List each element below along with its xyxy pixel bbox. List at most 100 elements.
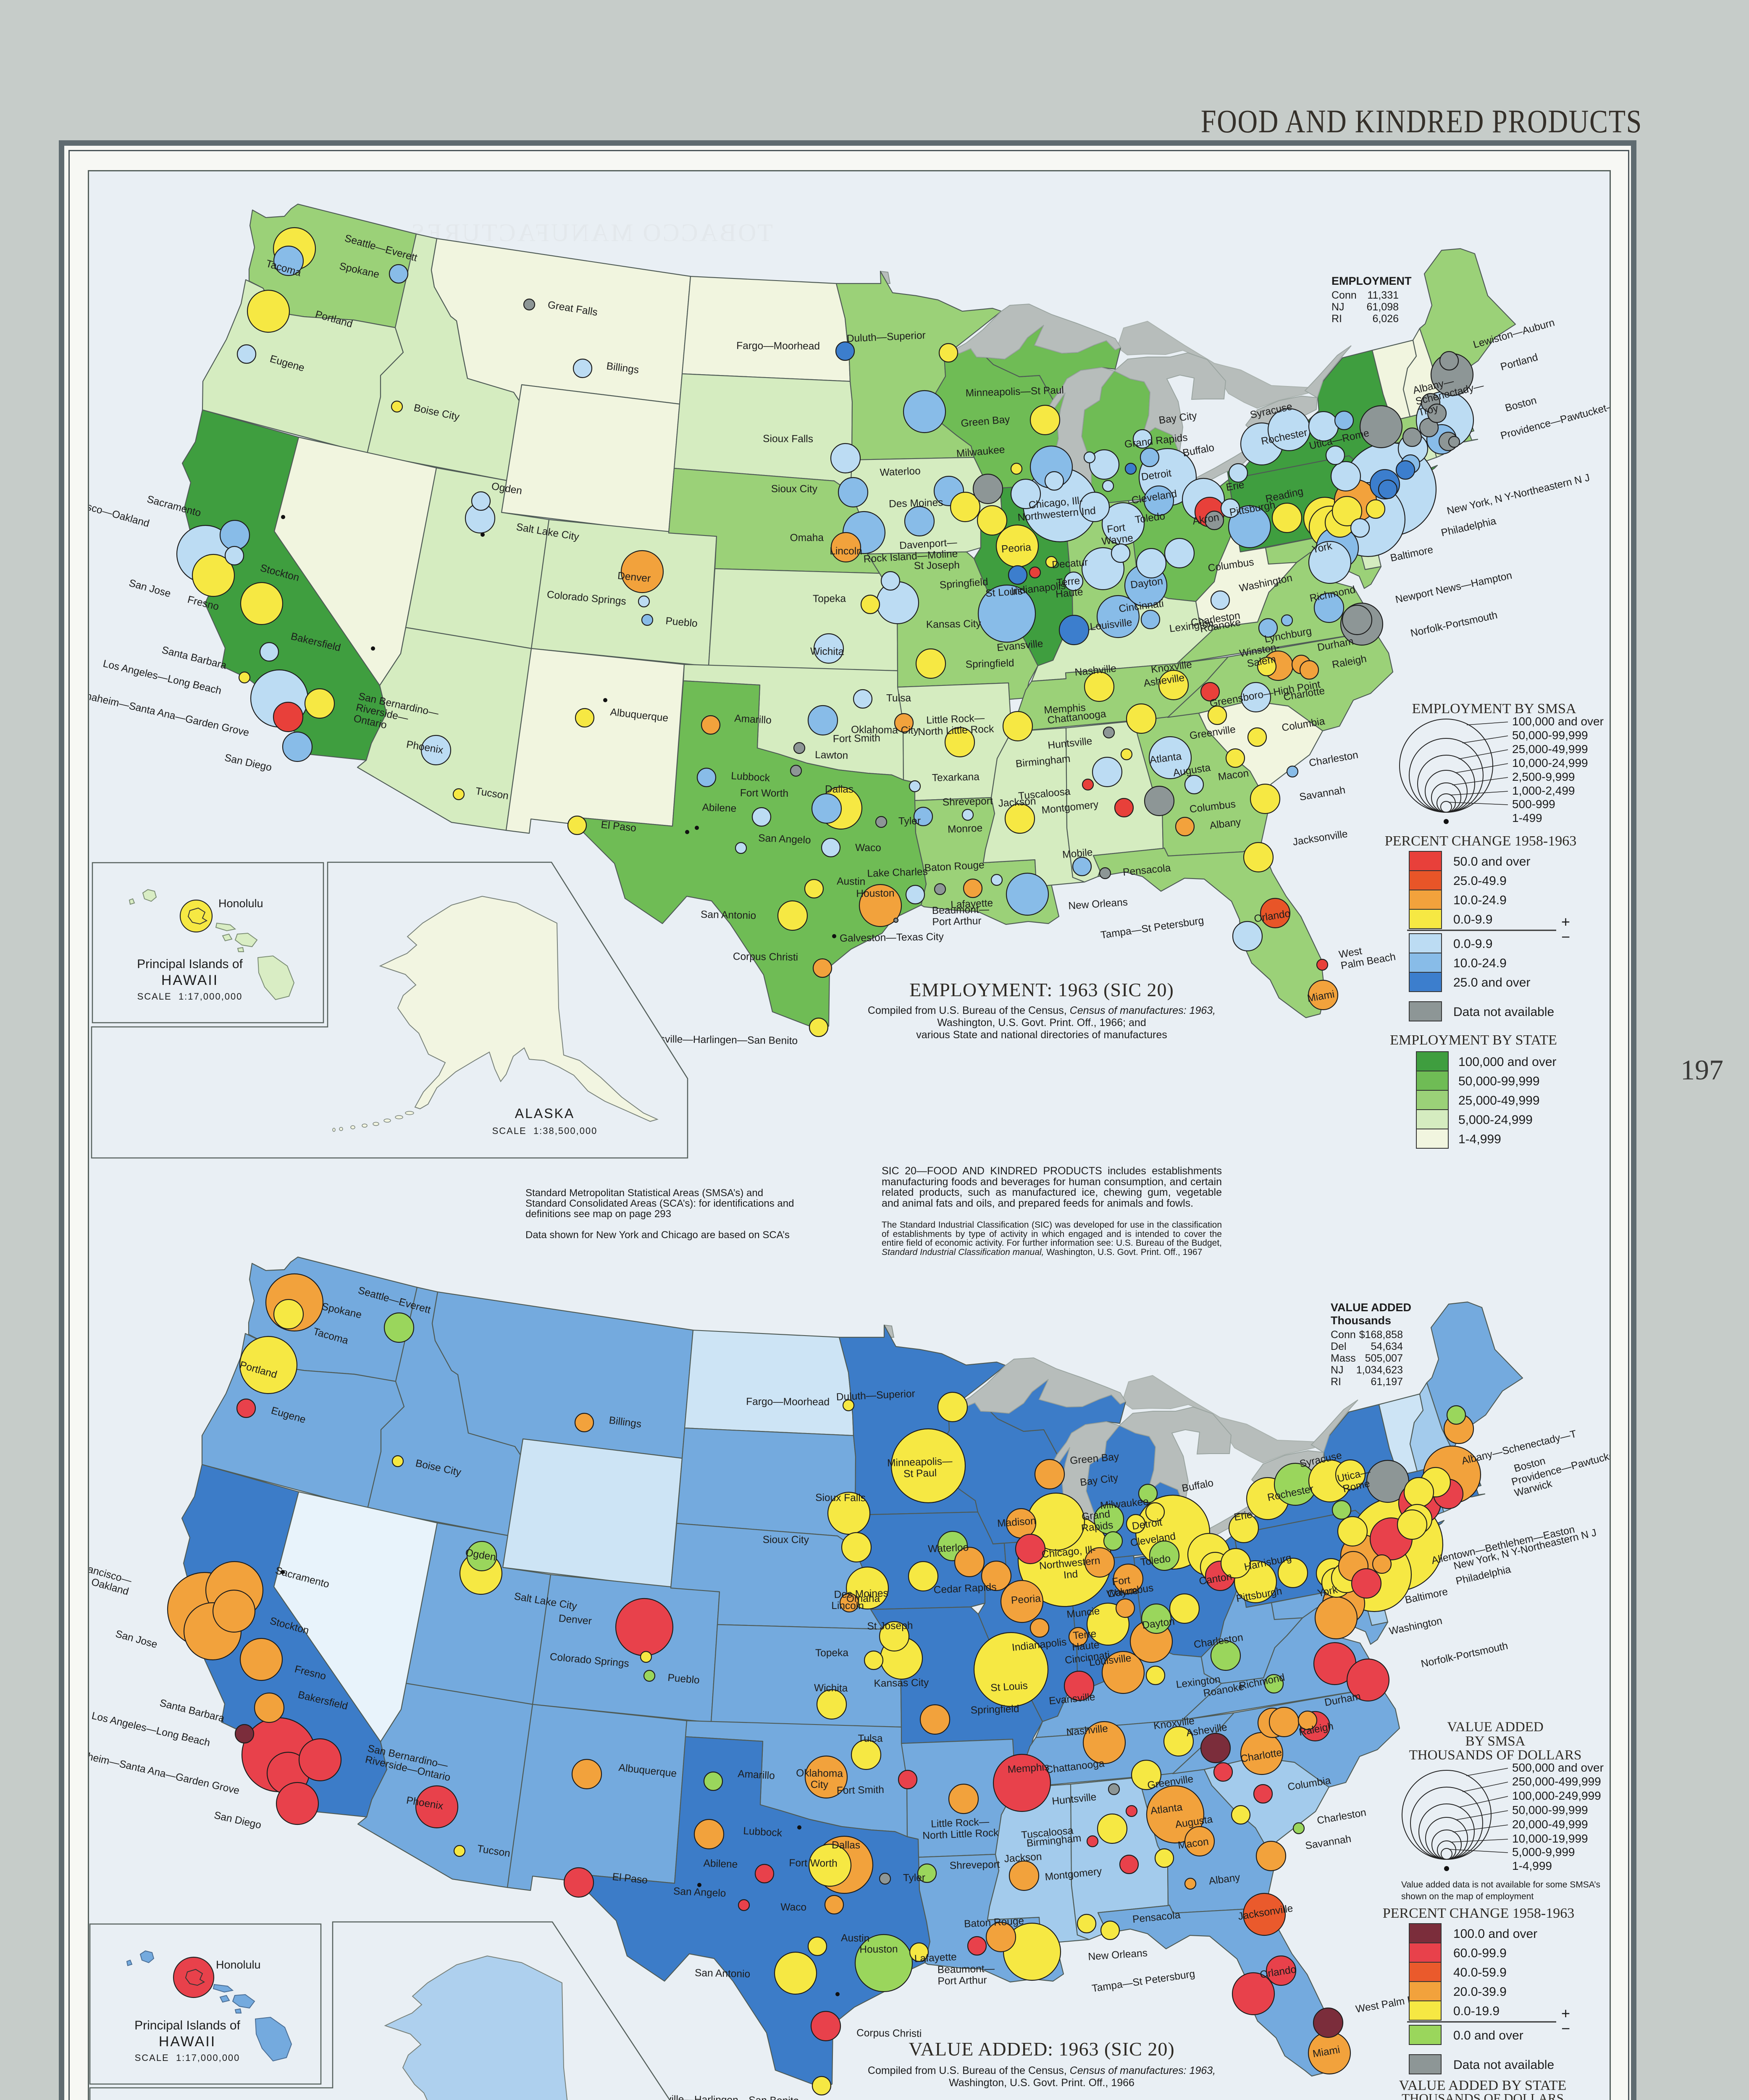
svg-text:Little Rock—North Little Rock: Little Rock—North Little Rock [922,1816,999,1842]
svg-text:Decatur: Decatur [1051,556,1088,571]
svg-text:Boston: Boston [1504,395,1538,414]
svg-text:Principal Islands of: Principal Islands of [137,957,243,971]
svg-text:1-4,999: 1-4,999 [1512,1859,1552,1872]
svg-text:Norfolk-Portsmouth: Norfolk-Portsmouth [1410,609,1499,639]
svg-text:Fort Smith: Fort Smith [833,732,880,745]
svg-text:Des Moines: Des Moines [834,1588,888,1601]
svg-text:New Orleans: New Orleans [1088,1948,1148,1963]
svg-text:Sioux City: Sioux City [771,483,818,495]
svg-text:10.0-24.9: 10.0-24.9 [1453,956,1507,970]
svg-text:Corpus Christi: Corpus Christi [856,2027,922,2040]
svg-text:SCALE 1:38,500,000: SCALE 1:38,500,000 [492,1126,598,1136]
svg-text:Omaha: Omaha [846,1593,880,1604]
svg-text:San Antonio: San Antonio [695,1967,751,1980]
svg-text:+: + [1561,913,1570,930]
svg-text:SCALE 1:17,000,000: SCALE 1:17,000,000 [137,991,243,1002]
svg-text:Galveston—Texas City: Galveston—Texas City [840,931,944,944]
svg-text:HAWAII: HAWAII [159,2034,216,2050]
svg-text:Thousands: Thousands [1331,1314,1391,1327]
svg-text:Little Rock—North Little Rock: Little Rock—North Little Rock [917,712,995,738]
svg-text:Value added data is not availa: Value added data is not available for so… [1401,1880,1600,1890]
svg-text:−: − [1561,928,1570,945]
svg-text:Mobile: Mobile [1062,847,1093,861]
svg-text:Santa Barbara: Santa Barbara [160,644,228,672]
svg-text:Waterloo: Waterloo [928,1542,969,1555]
svg-text:Sioux Falls: Sioux Falls [763,433,813,445]
svg-text:+: + [1561,2005,1570,2022]
svg-text:San Diego: San Diego [223,752,273,774]
svg-text:Lincoln: Lincoln [831,1600,864,1612]
svg-text:25,000-49,999: 25,000-49,999 [1512,743,1588,756]
svg-text:HAWAII: HAWAII [161,972,218,988]
svg-text:Shreveport: Shreveport [942,795,993,808]
svg-text:St Joseph: St Joseph [914,559,960,572]
svg-text:Dallas: Dallas [832,1840,860,1851]
svg-text:Sioux City: Sioux City [763,1534,809,1546]
svg-text:Texarkana: Texarkana [932,771,980,784]
svg-text:THOUSANDS OF DOLLARS: THOUSANDS OF DOLLARS [1409,1748,1582,1763]
svg-text:EMPLOYMENT BY STATE: EMPLOYMENT BY STATE [1390,1032,1557,1048]
svg-text:61,197: 61,197 [1371,1376,1403,1388]
svg-text:Amarillo: Amarillo [734,713,772,726]
svg-text:Springfield: Springfield [965,657,1014,670]
svg-text:20.0-39.9: 20.0-39.9 [1453,1985,1507,1999]
svg-text:11,331: 11,331 [1367,289,1399,301]
svg-text:Lincoln: Lincoln [830,546,862,557]
svg-text:500,000 and over: 500,000 and over [1512,1761,1604,1774]
svg-text:Lafayette: Lafayette [914,1951,957,1965]
svg-text:PERCENT CHANGE 1958-1963: PERCENT CHANGE 1958-1963 [1385,833,1577,849]
svg-text:1,034,623: 1,034,623 [1356,1364,1403,1376]
svg-text:Kansas City: Kansas City [926,618,982,630]
svg-text:Austin: Austin [841,1932,870,1944]
svg-text:RI: RI [1331,1376,1341,1388]
svg-text:Savannah: Savannah [1305,1833,1352,1852]
svg-text:San Diego: San Diego [213,1810,263,1831]
svg-text:Tulsa: Tulsa [858,1733,882,1744]
svg-text:Abilene: Abilene [702,802,737,814]
svg-text:25,000-49,999: 25,000-49,999 [1458,1094,1540,1108]
svg-text:OklahomaCity: OklahomaCity [796,1767,843,1790]
svg-text:VALUE ADDED BY STATE: VALUE ADDED BY STATE [1399,2078,1567,2093]
svg-text:ALASKA: ALASKA [515,1106,575,1121]
svg-text:Providence—Pawtucket—Warwick: Providence—Pawtucket—Warwick [1510,1446,1632,1499]
svg-text:St Louis: St Louis [985,585,1023,599]
svg-text:Jackson: Jackson [998,795,1036,809]
svg-text:Fort Worth: Fort Worth [789,1857,838,1869]
svg-text:Portland: Portland [1499,352,1539,373]
svg-text:San Francisco—Oakland: San Francisco—Oakland [54,1555,133,1598]
svg-text:Peoria: Peoria [1011,1593,1041,1606]
svg-text:New York, N Y-Northeastern N J: New York, N Y-Northeastern N J [1446,472,1591,517]
svg-text:Honolulu: Honolulu [218,897,263,910]
svg-text:Charleston: Charleston [1316,1807,1367,1827]
svg-text:EMPLOYMENT: EMPLOYMENT [1331,275,1412,287]
svg-text:Fort Worth: Fort Worth [740,788,789,799]
svg-text:Des Moines: Des Moines [889,497,943,510]
svg-text:St Louis: St Louis [990,1680,1028,1694]
svg-text:2,500-9,999: 2,500-9,999 [1512,770,1575,783]
svg-text:Wichita: Wichita [814,1683,848,1694]
svg-text:Oklahoma City: Oklahoma City [851,724,919,736]
svg-text:Albany—Schenectady—T: Albany—Schenectady—T [1460,1428,1578,1467]
svg-text:Houston: Houston [859,1944,898,1956]
svg-text:San Angelo: San Angelo [673,1886,726,1899]
svg-text:Monroe: Monroe [948,822,983,835]
svg-text:Principal Islands of: Principal Islands of [134,2019,240,2032]
svg-text:RI: RI [1331,313,1342,325]
svg-text:100,000 and over: 100,000 and over [1512,715,1604,728]
svg-text:Fargo—Moorhead: Fargo—Moorhead [736,340,820,352]
svg-text:VALUE ADDED: VALUE ADDED [1447,1719,1543,1735]
svg-text:1-499: 1-499 [1512,811,1542,824]
svg-text:Shreveport: Shreveport [949,1859,1000,1872]
svg-text:500-999: 500-999 [1512,798,1555,811]
svg-text:Waco: Waco [855,842,881,854]
svg-text:50.0 and over: 50.0 and over [1453,855,1530,869]
svg-text:EMPLOYMENT BY SMSA: EMPLOYMENT BY SMSA [1412,701,1576,717]
svg-text:505,007: 505,007 [1365,1352,1403,1364]
svg-text:WestPalm Beach: WestPalm Beach [1338,940,1396,972]
svg-text:Wichita: Wichita [810,646,844,658]
svg-text:100,000-249,999: 100,000-249,999 [1512,1789,1601,1802]
svg-text:0.0 and over: 0.0 and over [1453,2029,1523,2042]
svg-text:San Angelo: San Angelo [758,832,811,846]
svg-text:20,000-49,999: 20,000-49,999 [1512,1818,1588,1831]
svg-text:Kansas City: Kansas City [874,1677,929,1689]
